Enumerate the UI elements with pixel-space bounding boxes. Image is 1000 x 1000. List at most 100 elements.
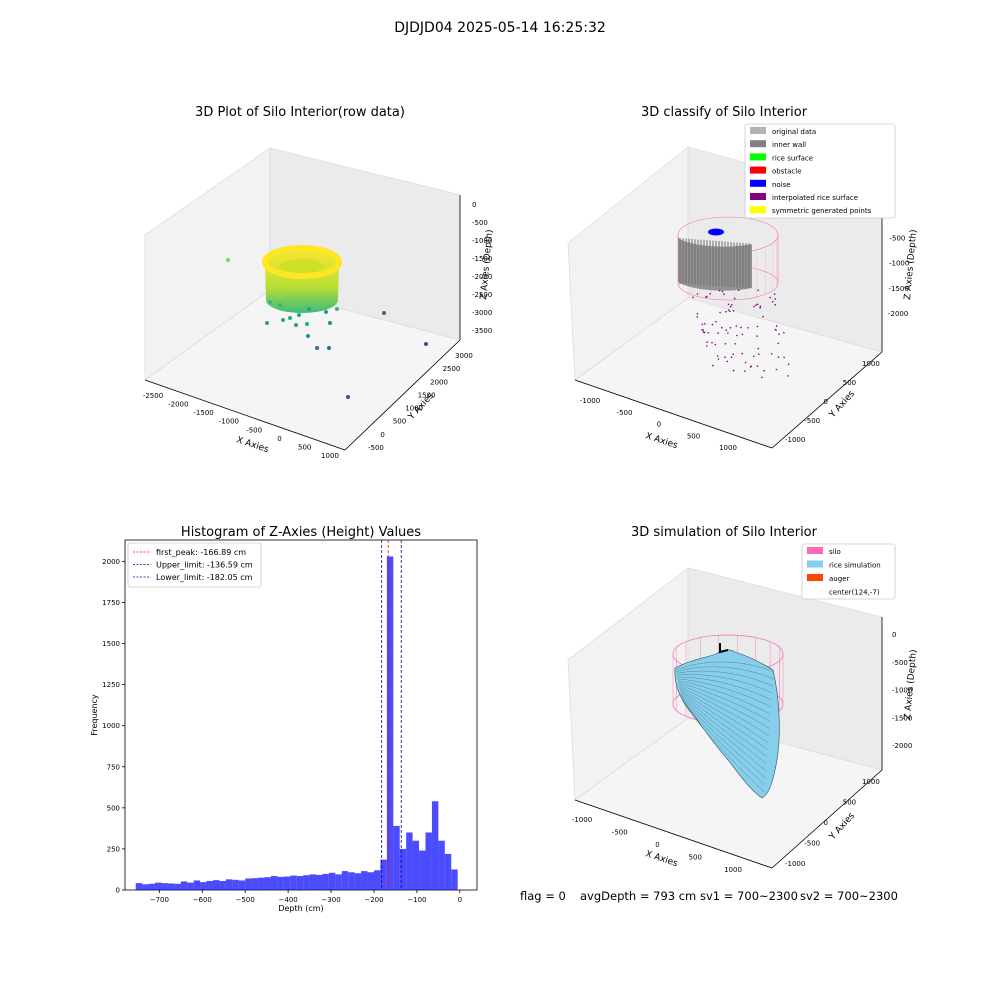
histogram-bar: [348, 872, 355, 890]
legend-swatch: [750, 140, 766, 148]
histogram-bar: [309, 874, 317, 890]
panel2-y-tick: -500: [804, 417, 820, 425]
interpolated-point: [759, 305, 762, 308]
panel4-z-tick: -2000: [892, 742, 912, 750]
surface-mesh-line: [677, 674, 773, 694]
panel2-title: 3D classify of Silo Interior: [641, 105, 808, 120]
histogram-x-tick: −200: [364, 896, 383, 904]
panel4-ylabel: Y Axies: [827, 811, 857, 843]
panel1-z-tick: 0: [472, 201, 476, 209]
interpolated-point: [755, 304, 757, 306]
legend-label: rice surface: [772, 154, 813, 162]
histogram-bar: [335, 874, 342, 890]
histogram-bar: [264, 877, 271, 890]
panel1-z-tick: -2000: [472, 273, 492, 281]
interpolated-point: [734, 343, 736, 345]
interpolated-point: [702, 331, 705, 333]
histogram-bar: [316, 874, 323, 890]
interpolated-point: [711, 341, 713, 344]
panel1-z-tick: -3500: [472, 327, 492, 335]
histogram-x-tick: −400: [279, 896, 298, 904]
interpolated-point: [704, 323, 706, 325]
interpolated-point: [756, 365, 759, 367]
interpolated-point: [729, 305, 732, 308]
scatter-point: [281, 318, 285, 322]
panel1-point-cloud: [226, 245, 428, 399]
histogram-bar: [161, 883, 168, 890]
interpolated-point: [724, 343, 727, 345]
panel4-y-tick: 500: [843, 799, 856, 807]
histogram-bar: [238, 880, 246, 890]
legend-swatch: [807, 574, 823, 581]
legend-label: noise: [772, 181, 791, 189]
histogram-bar: [328, 872, 336, 890]
legend-label: interpolated rice surface: [772, 194, 858, 202]
surface-mesh-line: [679, 687, 769, 743]
panel2-x-tick: 0: [657, 421, 661, 429]
interpolated-point: [705, 296, 707, 298]
legend-swatch: [807, 560, 823, 568]
interpolated-point: [787, 363, 790, 366]
panel2-x-ticks: -1000 -500 0 500 1000: [580, 397, 737, 452]
legend-swatch: [750, 206, 766, 214]
panel1-y-tick: 0: [380, 431, 384, 439]
panel3-title: Histogram of Z-Axies (Height) Values: [181, 525, 421, 540]
scatter-point: [324, 310, 328, 314]
legend-label: silo: [829, 548, 841, 556]
interpolated-point: [718, 289, 721, 292]
interpolated-point: [703, 331, 706, 334]
panel1-y-tick: 3000: [455, 352, 473, 360]
surface-mesh-line: [679, 689, 768, 750]
interpolated-point: [741, 352, 743, 355]
panel-simulation-3d: 3D simulation of Silo Interior -1000 -500…: [567, 525, 919, 874]
panel4-x-tick: 500: [689, 854, 702, 862]
legend-swatch: [807, 547, 823, 554]
scatter-point: [315, 346, 319, 350]
histogram-bar: [386, 556, 394, 890]
interpolated-point: [761, 376, 763, 379]
interpolated-point: [777, 342, 779, 345]
panel1-z-tick: -1500: [472, 255, 492, 263]
histogram-bar: [322, 873, 329, 890]
interpolated-point: [763, 369, 765, 372]
panel1-x-tick: -1000: [219, 418, 239, 426]
histogram-bar: [290, 875, 297, 890]
legend-label: auger: [829, 575, 849, 583]
legend-swatch: [750, 193, 766, 200]
panel1-y-tick: 1000: [405, 405, 423, 413]
surface-mesh-line: [677, 678, 772, 708]
histogram-y-tick: 1000: [102, 722, 120, 730]
legend-label: original data: [772, 128, 816, 136]
scatter-point: [294, 323, 298, 327]
histogram-bar: [245, 878, 252, 890]
interpolated-point: [775, 368, 778, 371]
interpolated-point: [696, 293, 699, 295]
panel1-x-tick: -2500: [143, 392, 163, 400]
panel1-x-tick: 1000: [321, 452, 339, 460]
interpolated-point: [715, 320, 717, 323]
interpolated-point: [770, 353, 773, 355]
panel2-z-tick: -1000: [889, 260, 909, 268]
panel1-x-tick: -1500: [193, 409, 213, 417]
scatter-point: [297, 313, 301, 317]
interpolated-point: [725, 329, 728, 331]
histogram-x-tick: 0: [458, 896, 462, 904]
interpolated-point: [757, 347, 760, 350]
interpolated-point: [706, 341, 708, 343]
histogram-bar: [451, 869, 458, 890]
panel4-y-tick: -500: [804, 840, 820, 848]
interpolated-point: [701, 323, 704, 326]
legend-swatch: [750, 179, 766, 187]
histogram-bar: [142, 884, 149, 890]
histogram-x-tick: −700: [150, 896, 169, 904]
interpolated-point: [769, 296, 772, 299]
interpolated-point: [732, 369, 735, 372]
interpolated-point: [712, 364, 714, 367]
panel1-x-tick: 500: [298, 443, 311, 451]
surface-mesh-line: [680, 694, 766, 771]
histogram-bar: [148, 883, 156, 890]
histogram-bar: [393, 825, 400, 890]
interpolated-point: [756, 325, 759, 328]
panel-classify-3d: 3D classify of Silo Interior -1000 -500 0 5…: [567, 105, 919, 452]
